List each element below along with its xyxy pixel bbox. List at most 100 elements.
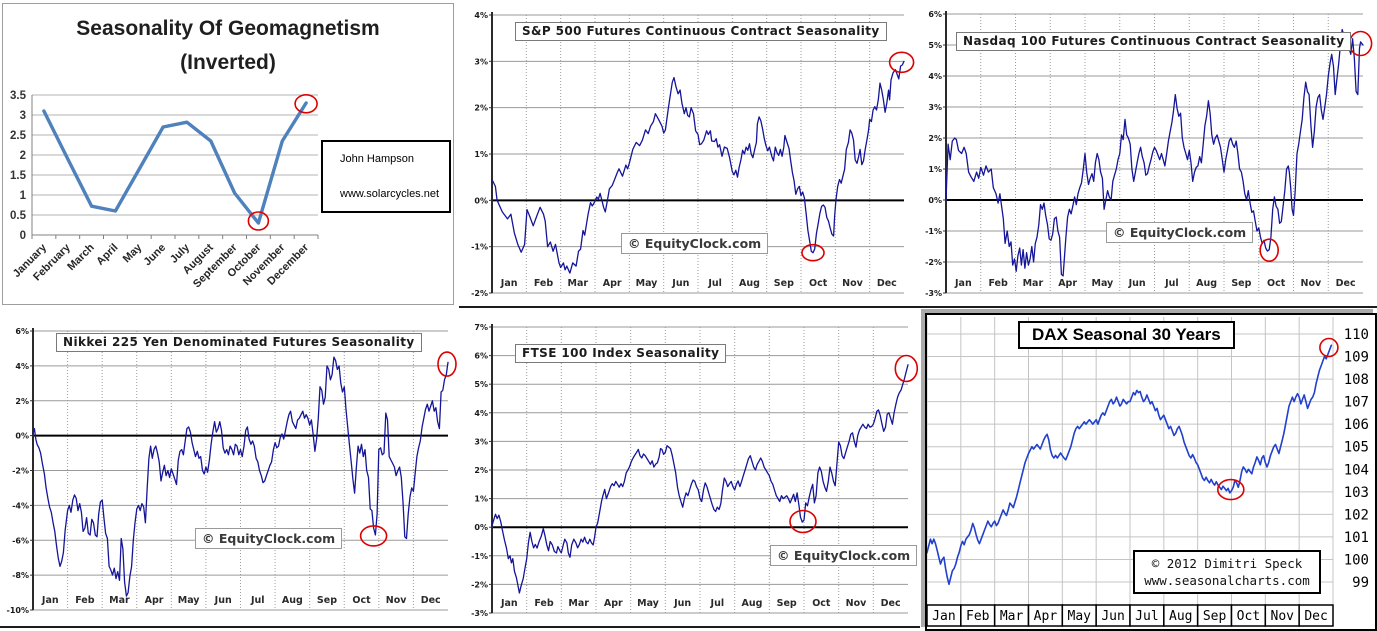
svg-text:7%: 7%	[474, 323, 488, 332]
svg-text:2: 2	[20, 150, 26, 162]
svg-text:-4%: -4%	[12, 501, 29, 510]
svg-text:107: 107	[1344, 395, 1369, 411]
svg-text:Dec: Dec	[1304, 609, 1327, 624]
svg-text:Jun: Jun	[673, 598, 691, 609]
nikkei-equityclock-watermark: © EquityClock.com	[195, 528, 343, 549]
nasdaq-chart-title: Nasdaq 100 Futures Continuous Contract S…	[956, 32, 1352, 51]
svg-text:-3%: -3%	[925, 289, 942, 298]
svg-text:Mar: Mar	[109, 595, 130, 606]
svg-text:Oct: Oct	[1267, 278, 1286, 289]
svg-text:Jul: Jul	[1135, 609, 1158, 624]
svg-text:-10%: -10%	[7, 606, 29, 615]
sp500-chart-panel: 4% 3% 2% 1% 0% -1% -2% Jan Feb Mar Apr May Jun Jul Aug…	[459, 0, 920, 308]
svg-text:0%: 0%	[928, 196, 942, 205]
svg-text:Feb: Feb	[966, 609, 990, 624]
svg-text:101: 101	[1344, 530, 1369, 546]
svg-text:May: May	[1091, 278, 1114, 289]
svg-text:5%: 5%	[928, 41, 942, 50]
svg-text:Jan: Jan	[500, 278, 518, 289]
svg-text:-2%: -2%	[471, 580, 488, 589]
svg-text:Apr: Apr	[604, 598, 623, 609]
svg-text:0%: 0%	[474, 196, 488, 205]
svg-text:Sep: Sep	[774, 278, 794, 289]
svg-text:3%: 3%	[928, 103, 942, 112]
svg-text:Oct: Oct	[809, 278, 828, 289]
svg-text:Aug: Aug	[739, 278, 760, 289]
svg-text:Jan: Jan	[954, 278, 972, 289]
svg-text:2%: 2%	[474, 104, 488, 113]
svg-text:-2%: -2%	[471, 289, 488, 298]
svg-text:99: 99	[1352, 575, 1369, 591]
svg-text:5%: 5%	[474, 380, 488, 389]
svg-text:Mar: Mar	[568, 278, 589, 289]
svg-text:Nov: Nov	[1271, 609, 1295, 624]
svg-text:Jan: Jan	[932, 609, 955, 624]
nikkei-chart-title: Nikkei 225 Yen Denominated Futures Seaso…	[56, 333, 422, 352]
dax-chart-panel: 110 109 108 107 106 105 104 103 102 101 100 99 Jan Fe…	[925, 313, 1377, 631]
svg-text:110: 110	[1344, 327, 1369, 343]
svg-text:Aug: Aug	[1169, 609, 1192, 624]
nasdaq-plot: 6% 5% 4% 3% 2% 1% 0% -1% -2% -3% Jan Feb Mar Apr May Ju…	[920, 0, 1377, 306]
svg-text:-3%: -3%	[471, 609, 488, 618]
svg-text:104: 104	[1344, 462, 1369, 478]
svg-text:3: 3	[20, 110, 26, 122]
svg-text:Aug: Aug	[1196, 278, 1217, 289]
svg-text:Jun: Jun	[1128, 278, 1146, 289]
svg-text:-6%: -6%	[12, 536, 29, 545]
svg-text:2%: 2%	[15, 397, 29, 406]
svg-text:3.5: 3.5	[10, 90, 27, 102]
svg-text:Mar: Mar	[1000, 609, 1024, 624]
geomagnetism-chart-panel: 3.5 3 2.5 2 1.5 1 0.5 0 January February March Apri…	[2, 3, 454, 305]
svg-text:106: 106	[1344, 417, 1369, 433]
svg-text:-8%: -8%	[12, 571, 29, 580]
svg-text:0%: 0%	[15, 432, 29, 441]
svg-text:1%: 1%	[928, 165, 942, 174]
svg-text:Sep: Sep	[317, 595, 337, 606]
svg-text:May: May	[637, 598, 660, 609]
sp500-chart-title: S&P 500 Futures Continuous Contract Seas…	[515, 22, 887, 41]
sp500-plot: 4% 3% 2% 1% 0% -1% -2% Jan Feb Mar Apr May Jun Jul Aug…	[459, 0, 920, 306]
svg-text:Oct: Oct	[1237, 609, 1260, 624]
svg-text:Dec: Dec	[877, 278, 897, 289]
svg-text:Jul: Jul	[710, 598, 725, 609]
svg-text:Mar: Mar	[568, 598, 589, 609]
svg-text:April: April	[94, 242, 120, 268]
svg-text:4%: 4%	[15, 362, 29, 371]
svg-text:Apr: Apr	[603, 278, 622, 289]
svg-text:Sep: Sep	[1203, 609, 1227, 624]
svg-text:Aug: Aug	[742, 598, 763, 609]
svg-text:Feb: Feb	[988, 278, 1008, 289]
ftse-plot: 7% 6% 5% 4% 3% 2% 1% 0% -1% -2% -3% Jan Feb Mar Apr May…	[459, 313, 920, 626]
svg-text:Apr: Apr	[145, 595, 164, 606]
svg-text:Nov: Nov	[846, 598, 867, 609]
geomagnetism-title-line2: (Inverted)	[180, 51, 276, 74]
svg-text:Apr: Apr	[1058, 278, 1077, 289]
svg-text:0%: 0%	[474, 523, 488, 532]
svg-text:6%: 6%	[928, 10, 942, 19]
svg-text:-2%: -2%	[12, 467, 29, 476]
svg-text:-1%: -1%	[471, 243, 488, 252]
svg-text:4%: 4%	[474, 409, 488, 418]
dax-credit-author: © 2012 Dimitri Speck	[1151, 556, 1303, 571]
dax-credit-url: www.seasonalcharts.com	[1144, 573, 1310, 588]
svg-text:1.5: 1.5	[10, 170, 27, 182]
svg-text:Dec: Dec	[421, 595, 441, 606]
nasdaq-equityclock-watermark: © EquityClock.com	[1106, 222, 1254, 243]
svg-text:1: 1	[20, 190, 27, 202]
geomagnetism-title-line1: Seasonality Of Geomagnetism	[76, 17, 380, 40]
svg-text:Feb: Feb	[534, 598, 554, 609]
geomagnetism-credit-box: John Hampson www.solarcycles.net	[321, 140, 451, 213]
svg-text:Mar: Mar	[1023, 278, 1044, 289]
svg-text:-1%: -1%	[471, 552, 488, 561]
svg-text:Jun: Jun	[671, 278, 689, 289]
svg-text:Jun: Jun	[1101, 609, 1124, 624]
svg-text:100: 100	[1344, 552, 1369, 568]
dax-credit-box: © 2012 Dimitri Speck www.seasonalcharts.…	[1133, 550, 1321, 594]
svg-text:1%: 1%	[474, 150, 488, 159]
svg-text:June: June	[142, 242, 169, 269]
svg-text:2%: 2%	[928, 134, 942, 143]
geomagnetism-chart-title: Seasonality Of Geomagnetism (Inverted)	[3, 12, 453, 80]
svg-text:3%: 3%	[474, 437, 488, 446]
svg-text:Aug: Aug	[282, 595, 303, 606]
